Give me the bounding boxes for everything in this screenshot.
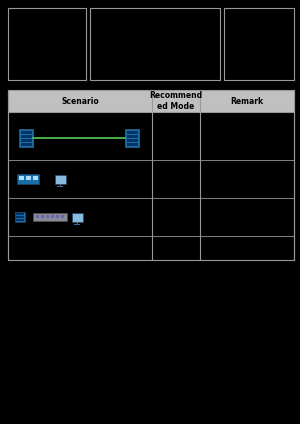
Bar [8,90,294,112]
Bar [61,215,64,218]
Bar [152,160,200,198]
Bar [17,174,39,184]
Bar [20,135,32,137]
Bar [90,8,220,80]
Bar [33,213,67,221]
Bar [8,198,152,236]
Bar [127,131,137,134]
Bar [152,112,200,160]
Bar [74,223,80,225]
Bar [19,129,33,147]
Bar [16,213,24,215]
Bar [56,215,58,218]
Bar [8,112,152,160]
Bar [20,131,32,134]
Bar [125,129,139,147]
Bar [50,215,53,218]
Text: Remark: Remark [230,97,264,106]
Bar [200,160,294,198]
Bar [127,139,137,142]
Bar [46,215,49,218]
Bar [55,175,65,184]
Bar [224,8,294,80]
Text: Recommend
ed Mode: Recommend ed Mode [149,91,203,111]
Bar [26,176,31,179]
Bar [71,212,82,221]
Bar [200,198,294,236]
Bar [40,215,43,218]
Bar [19,176,23,179]
Bar [8,160,152,198]
Bar [35,215,38,218]
Bar [15,212,25,222]
Bar [16,219,24,220]
Bar [20,143,32,145]
Bar [8,8,86,80]
Bar [127,143,137,145]
Bar [32,176,38,179]
Bar [20,139,32,142]
Bar [127,135,137,137]
Bar [200,112,294,160]
Bar [57,186,63,187]
Bar [152,198,200,236]
Bar [8,90,294,260]
Bar [16,216,24,218]
Text: Scenario: Scenario [61,97,99,106]
